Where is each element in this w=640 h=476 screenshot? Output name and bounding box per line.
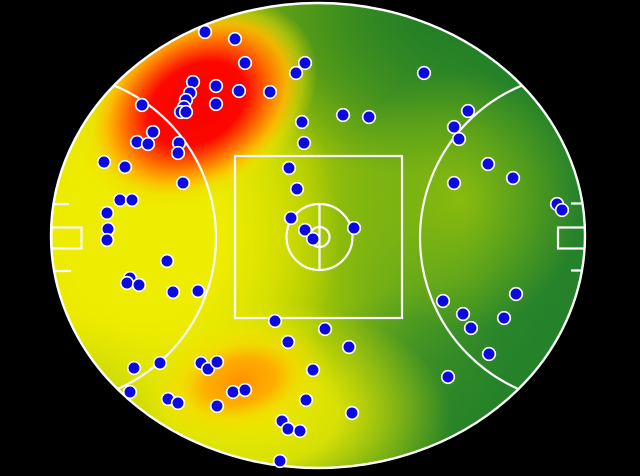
data-point [99, 232, 115, 248]
data-point [289, 181, 305, 197]
data-point [237, 55, 253, 71]
data-point [361, 109, 377, 125]
data-point [305, 231, 321, 247]
data-point [159, 253, 175, 269]
data-point [209, 354, 225, 370]
data-point [281, 160, 297, 176]
data-point [262, 84, 278, 100]
data-point [440, 369, 456, 385]
data-point [231, 83, 247, 99]
data-point [134, 97, 150, 113]
data-point [280, 334, 296, 350]
data-point [346, 220, 362, 236]
data-point [99, 205, 115, 221]
heat-zone-hotspot-orange [146, 319, 334, 443]
data-point [446, 175, 462, 191]
data-point [165, 284, 181, 300]
field-markings [51, 71, 585, 405]
data-point [225, 384, 241, 400]
data-point [463, 320, 479, 336]
data-point [341, 339, 357, 355]
data-point [292, 423, 308, 439]
data-point [505, 170, 521, 186]
data-point [208, 78, 224, 94]
data-point [112, 192, 128, 208]
data-point [298, 392, 314, 408]
data-point [124, 192, 140, 208]
data-point [481, 346, 497, 362]
data-point [208, 96, 224, 112]
data-point [140, 136, 156, 152]
data-point [508, 286, 524, 302]
data-point [267, 313, 283, 329]
data-point [460, 103, 476, 119]
heat-zone-mid-center-right [340, 70, 580, 330]
data-point [335, 107, 351, 123]
fifty-metre-arc-left [51, 71, 218, 405]
data-point [480, 156, 496, 172]
data-point [119, 275, 135, 291]
data-point [451, 131, 467, 147]
data-point [317, 321, 333, 337]
data-points [96, 24, 570, 469]
data-point [122, 384, 138, 400]
data-point [435, 293, 451, 309]
data-point [145, 124, 161, 140]
data-point [209, 398, 225, 414]
data-point [446, 119, 462, 135]
data-point [178, 104, 194, 120]
data-point [190, 283, 206, 299]
data-point [455, 306, 471, 322]
data-point [344, 405, 360, 421]
boundary-line [49, 1, 587, 470]
data-point [297, 55, 313, 71]
data-point [237, 382, 253, 398]
data-point [305, 362, 321, 378]
data-point [126, 360, 142, 376]
data-point [117, 159, 133, 175]
data-point [96, 154, 112, 170]
data-point [227, 31, 243, 47]
goal-square-right [556, 226, 585, 250]
data-point [280, 421, 296, 437]
data-point [272, 453, 288, 469]
data-point [296, 135, 312, 151]
data-point [416, 65, 432, 81]
data-point [283, 210, 299, 226]
data-point [554, 202, 570, 218]
centre-square [233, 154, 404, 320]
data-point [197, 24, 213, 40]
data-point [496, 310, 512, 326]
data-point [294, 114, 310, 130]
data-point [170, 145, 186, 161]
data-point [170, 395, 186, 411]
data-point [288, 65, 304, 81]
data-point [175, 175, 191, 191]
data-point [152, 355, 168, 371]
data-point [131, 277, 147, 293]
fifty-metre-arc-right [418, 71, 585, 405]
data-point [297, 222, 313, 238]
